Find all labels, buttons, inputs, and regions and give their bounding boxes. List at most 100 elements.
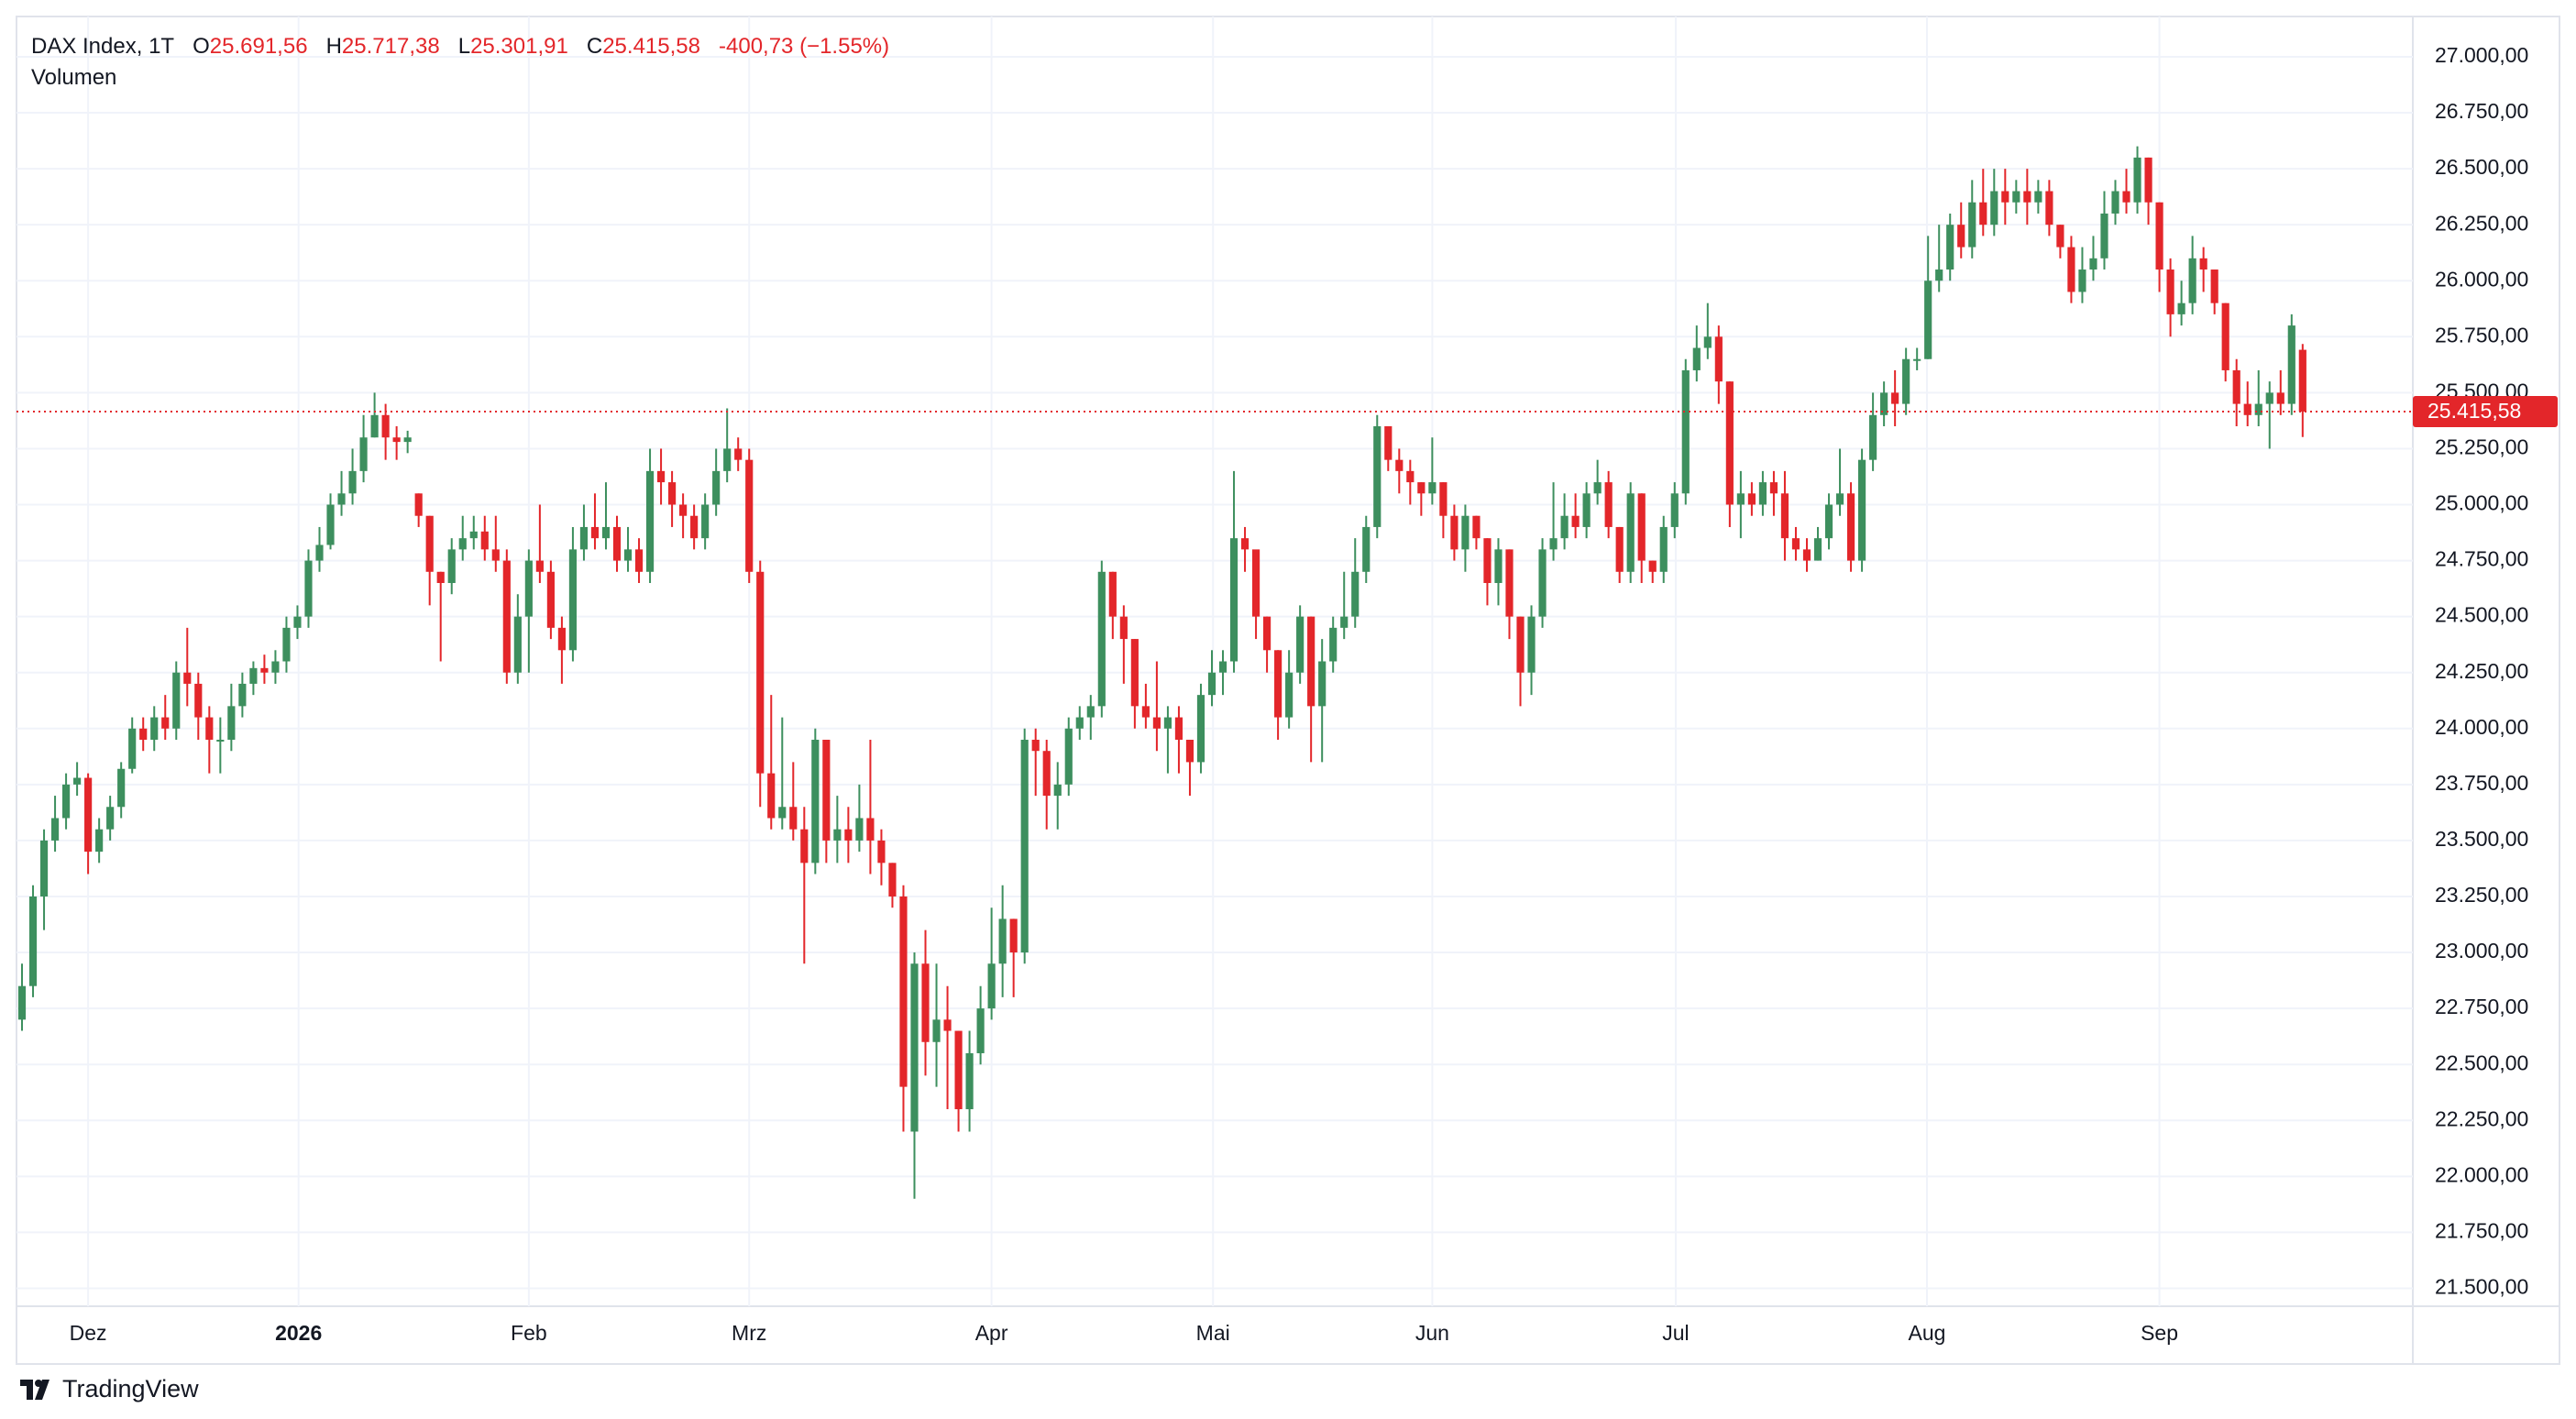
candle-body (183, 672, 192, 684)
brand[interactable]: TradingView (20, 1375, 199, 1403)
candle-body (1670, 493, 1679, 527)
candle-body (1450, 515, 1459, 550)
candle-body (1472, 515, 1481, 539)
candle-body (480, 531, 489, 550)
last-price-label: 25.415,58 (2427, 399, 2521, 423)
candle-body (612, 526, 622, 561)
y-tick-label: 27.000,00 (2435, 43, 2528, 67)
candle-body (668, 482, 677, 505)
candle-body (1593, 482, 1602, 494)
candle-body (943, 1019, 952, 1031)
candle-body (866, 818, 875, 841)
candle-body (50, 818, 60, 841)
candle-body (2287, 325, 2295, 404)
candle-body (2144, 157, 2152, 203)
candle-body (811, 739, 820, 864)
candle-body (1769, 482, 1778, 494)
candle-body (2276, 392, 2284, 404)
x-tick-label: Apr (975, 1321, 1008, 1345)
high-value: 25.717,38 (341, 34, 440, 59)
candle-body (767, 773, 776, 819)
candle-body (1913, 358, 1921, 361)
candle-body (1406, 470, 1415, 483)
candle-body (1582, 493, 1591, 527)
y-tick-label: 24.000,00 (2435, 715, 2528, 739)
candle-body (282, 627, 291, 662)
candle-body (216, 739, 225, 742)
candle-body (965, 1052, 974, 1110)
candle-body (2034, 191, 2042, 203)
candle-body (756, 571, 765, 774)
candle-body (1571, 515, 1580, 527)
x-tick-label: Aug (1909, 1321, 1946, 1345)
candle-body (1824, 504, 1833, 539)
candle-body (1141, 706, 1150, 718)
candle-body (579, 526, 589, 550)
candle-body (899, 896, 908, 1087)
candle-body (117, 768, 126, 808)
candle-body (2001, 191, 2009, 203)
candle-body (84, 777, 93, 852)
open-value: 25.691,56 (209, 34, 308, 59)
candle-body (778, 807, 787, 819)
candle-body (1891, 392, 1899, 404)
candle-body (2210, 270, 2218, 303)
low-label: L (457, 34, 471, 59)
candle-body (1152, 717, 1161, 729)
candle-body (359, 437, 368, 471)
candle-body (1483, 538, 1492, 584)
candle-body (425, 515, 434, 572)
candle-body (238, 683, 247, 707)
candle-body (458, 538, 467, 550)
candle-body (590, 526, 600, 539)
candle-body (2243, 403, 2251, 415)
candle-body (1240, 538, 1249, 550)
y-tick-label: 26.250,00 (2435, 211, 2528, 235)
candle-body (1538, 549, 1547, 617)
candle-body (1736, 493, 1745, 505)
candle-body (789, 807, 798, 830)
candle-body (227, 706, 236, 740)
candle-body (1373, 426, 1382, 527)
x-tick-label: 2026 (275, 1321, 322, 1345)
x-tick-label: Mai (1196, 1321, 1230, 1345)
candle-body (1527, 616, 1536, 673)
candle-body (436, 571, 445, 584)
candle-body (690, 515, 699, 539)
y-tick-label: 25.000,00 (2435, 491, 2528, 515)
candle-body (172, 672, 181, 729)
candle-body (1461, 515, 1470, 550)
y-tick-label: 22.250,00 (2435, 1106, 2528, 1130)
candle-body (1791, 538, 1800, 550)
y-tick-label: 21.750,00 (2435, 1218, 2528, 1242)
candle-body (1835, 493, 1844, 505)
candle-body (1130, 639, 1139, 707)
candle-body (1031, 739, 1040, 752)
candle-body (403, 437, 412, 443)
x-tick-label: Jun (1415, 1321, 1449, 1345)
candle-body (1869, 414, 1877, 460)
candle-body (513, 616, 522, 673)
candle-body (1957, 225, 1965, 248)
candle-body (1516, 616, 1525, 673)
y-tick-label: 26.750,00 (2435, 99, 2528, 123)
x-tick-label: Feb (511, 1321, 547, 1345)
legend-header: DAX Index, 1T O25.691,56 H25.717,38 L25.… (31, 31, 889, 94)
low-value: 25.301,91 (470, 34, 568, 59)
candle-body (1560, 515, 1569, 539)
candle-body (2122, 191, 2130, 203)
candle-body (745, 459, 754, 572)
y-tick-label: 24.250,00 (2435, 659, 2528, 683)
candle-body (2155, 202, 2163, 270)
candle-body (1296, 616, 1305, 673)
candle-body (833, 829, 842, 841)
change: -400,73 (−1.55%) (719, 34, 890, 59)
candle-body (932, 1019, 941, 1042)
candle-body (701, 504, 710, 539)
candle-body (370, 414, 379, 438)
candle-body (1968, 202, 1976, 248)
candle-body (1229, 538, 1238, 662)
chart-frame (16, 16, 2560, 1365)
candle-body (568, 549, 578, 651)
